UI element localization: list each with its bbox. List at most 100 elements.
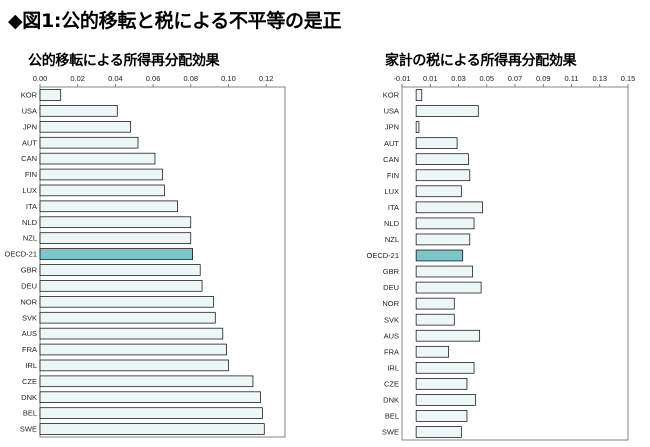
right-category-label: SWE	[382, 428, 399, 437]
left-category-label: NOR	[20, 297, 37, 306]
chart-title-household-taxes: 家計の税による所得再分配効果	[385, 53, 577, 69]
left-category-label: ITA	[26, 202, 37, 211]
left-tick-label: 0.08	[183, 74, 198, 83]
left-bar	[39, 311, 216, 324]
right-bar	[415, 249, 464, 262]
left-category-label: SVK	[22, 313, 37, 322]
right-category-label: AUT	[384, 139, 399, 148]
left-tick-label: 0.00	[33, 74, 48, 83]
right-bar	[415, 233, 471, 246]
left-tick-label: 0.04	[108, 74, 123, 83]
left-category-label: NLD	[22, 218, 38, 227]
right-category-label: NLD	[384, 219, 400, 228]
left-category-label: FIN	[25, 170, 37, 179]
left-tick-label: 0.12	[259, 74, 274, 83]
left-category-label: GBR	[21, 266, 38, 275]
right-bar	[415, 394, 476, 406]
left-bar	[39, 121, 131, 133]
right-bar	[415, 169, 471, 182]
right-category-label: DEU	[383, 283, 399, 292]
left-bar	[39, 423, 265, 435]
right-bar	[415, 297, 455, 310]
left-bar	[39, 391, 261, 403]
right-category-label: AUS	[384, 331, 399, 340]
left-bar	[39, 232, 192, 244]
left-category-label: CAN	[21, 154, 37, 163]
right-category-label: JPN	[385, 123, 399, 132]
right-bar	[415, 201, 483, 214]
left-bar	[39, 184, 165, 197]
left-tick-label: 0.10	[221, 74, 236, 83]
left-bar	[39, 89, 62, 101]
left-bar	[39, 327, 224, 340]
right-bar	[415, 426, 462, 438]
left-category-label: KOR	[21, 91, 38, 100]
right-bar	[415, 137, 458, 149]
right-category-label: CAN	[383, 155, 399, 164]
right-bar	[415, 410, 468, 422]
right-category-label: IRL	[387, 363, 399, 372]
right-category-label: LUX	[384, 187, 399, 196]
left-bar	[39, 264, 201, 276]
left-bar	[39, 296, 214, 308]
right-category-label: NZL	[385, 235, 399, 244]
left-category-label: DNK	[21, 393, 37, 402]
right-category-label: KOR	[383, 91, 400, 100]
left-category-label: DEU	[21, 281, 37, 290]
right-category-label: CZE	[384, 379, 399, 388]
left-category-label: LUX	[22, 186, 37, 195]
right-category-label: USA	[384, 107, 399, 116]
left-tick-label: 0.02	[70, 74, 85, 83]
left-bar	[39, 200, 178, 213]
left-bar	[39, 407, 263, 419]
right-tick-label: 0.11	[564, 74, 578, 83]
right-category-label: DNK	[383, 395, 399, 404]
left-bar	[39, 168, 163, 181]
right-bar	[415, 153, 469, 166]
right-tick-label: 0.05	[479, 74, 494, 83]
right-tick-label: 0.15	[621, 74, 636, 83]
left-category-label: USA	[22, 106, 37, 115]
right-tick-label: 0.09	[536, 74, 551, 83]
right-bar	[415, 281, 482, 294]
left-bar	[39, 152, 156, 165]
right-category-label: BEL	[385, 412, 399, 421]
left-category-label: IRL	[25, 361, 37, 370]
chart-title-public-transfers: 公的移転による所得再分配効果	[28, 53, 220, 69]
left-category-label: JPN	[23, 122, 37, 131]
right-bar	[415, 329, 481, 342]
right-category-label: GBR	[383, 267, 400, 276]
left-bar	[39, 359, 229, 372]
right-bar	[415, 89, 423, 101]
left-plot-frame	[39, 86, 286, 438]
page-title: ◆図1:公的移転と税による不平等の是正	[8, 10, 342, 32]
left-category-label: NZL	[23, 234, 37, 243]
right-bar	[415, 265, 473, 278]
left-category-label: AUS	[22, 329, 37, 338]
right-bar	[415, 121, 420, 133]
left-bar	[39, 105, 118, 117]
left-bar	[39, 280, 203, 292]
left-bar	[39, 136, 139, 149]
right-bar	[415, 345, 449, 358]
right-bar	[415, 378, 468, 390]
left-category-label: CZE	[22, 377, 37, 386]
right-bar	[415, 313, 455, 326]
right-category-label: FIN	[387, 171, 399, 180]
right-tick-label: -0.01	[393, 74, 410, 83]
right-category-label: OECD-21	[366, 251, 399, 260]
right-category-label: FRA	[384, 347, 399, 356]
left-bar	[39, 216, 192, 228]
right-category-label: SVK	[384, 315, 399, 324]
left-category-label: AUT	[22, 138, 37, 147]
right-tick-label: 0.07	[508, 74, 523, 83]
left-bar	[39, 375, 254, 388]
left-category-label: OECD-21	[4, 250, 37, 259]
right-bar	[415, 185, 462, 198]
left-category-label: SWE	[20, 425, 37, 434]
right-tick-label: 0.01	[423, 74, 438, 83]
left-category-label: BEL	[23, 409, 37, 418]
left-tick-label: 0.06	[146, 74, 161, 83]
left-category-label: FRA	[22, 345, 37, 354]
